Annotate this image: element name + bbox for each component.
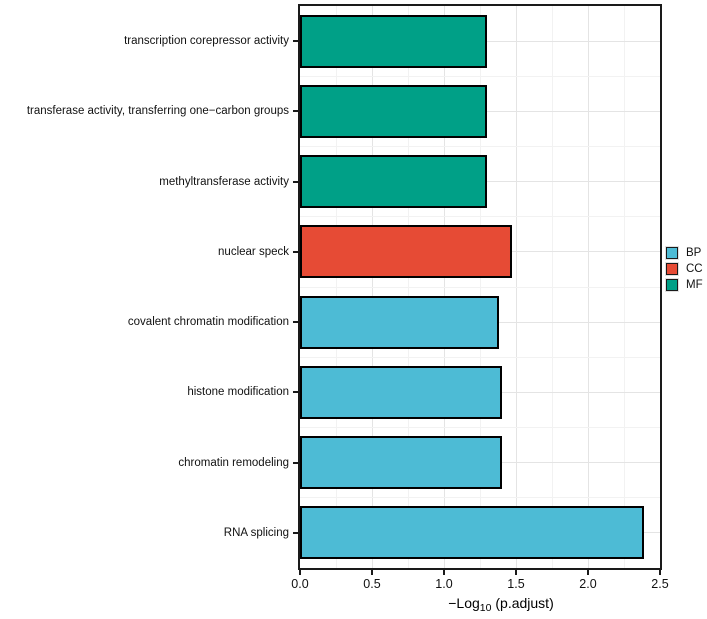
bar-methyltransferase-activity [300, 155, 488, 209]
bar-covalent-chromatin-modification [300, 295, 499, 349]
legend: BP CC MF [666, 245, 703, 293]
legend-key-cc [666, 263, 678, 275]
x-axis-tick [299, 570, 301, 575]
x-axis-tick-label: 0.5 [363, 577, 381, 591]
x-axis-tick-label: 2.5 [651, 577, 669, 591]
legend-key-mf [666, 279, 678, 291]
x-axis-title-suffix: (p.adjust) [491, 595, 554, 611]
gridline-horizontal-minor [300, 356, 660, 358]
x-axis-tick [587, 570, 589, 575]
gridline-horizontal-minor [300, 497, 660, 499]
legend-item-mf: MF [666, 277, 703, 293]
x-axis-tick-label: 1.5 [507, 577, 525, 591]
x-axis-tick-label: 0.0 [291, 577, 309, 591]
x-axis-tick [443, 570, 445, 575]
bar-transcription-corepressor-activity [300, 14, 488, 68]
y-axis-tick [293, 250, 299, 253]
y-axis-tick [293, 321, 299, 324]
y-axis-tick [293, 40, 299, 43]
x-axis-tick-label: 1.0 [435, 577, 453, 591]
gridline-horizontal-minor [300, 427, 660, 428]
y-axis-label: transferase activity, transferring one−c… [26, 105, 289, 118]
bar-histone-modification [300, 365, 502, 419]
bar-nuclear-speck [300, 225, 512, 279]
y-axis-label: chromatin remodeling [178, 456, 289, 469]
y-axis-tick [293, 531, 299, 534]
x-axis-title-text: −Log [448, 595, 480, 611]
y-axis-label: transcription corepressor activity [124, 35, 289, 48]
y-axis-tick [293, 180, 299, 183]
y-axis-label: covalent chromatin modification [127, 316, 289, 329]
legend-label-mf: MF [686, 279, 703, 291]
y-axis-label: nuclear speck [218, 245, 289, 258]
gridline-horizontal-minor [300, 75, 660, 77]
x-axis-tick [659, 570, 661, 575]
legend-item-bp: BP [666, 245, 703, 261]
y-axis-label: RNA splicing [223, 526, 289, 539]
bar-transferase-activity-transferring-one-carbon-groups [300, 84, 488, 138]
y-axis-tick [293, 110, 299, 113]
gridline-horizontal-minor [300, 216, 660, 218]
y-axis-tick [293, 461, 299, 464]
gridline-horizontal-minor [300, 146, 660, 147]
bar-chromatin-remodeling [300, 436, 502, 490]
y-axis-label: histone modification [187, 386, 289, 399]
x-axis-title-subscript: 10 [479, 602, 492, 614]
x-axis-tick [515, 570, 517, 575]
x-axis-tick-label: 2.0 [579, 577, 597, 591]
legend-label-cc: CC [686, 263, 703, 275]
gridline-horizontal-minor [300, 286, 660, 288]
legend-label-bp: BP [686, 247, 702, 259]
plot-panel [298, 4, 662, 570]
y-axis-label: methyltransferase activity [159, 175, 289, 188]
x-axis-tick [371, 570, 373, 575]
y-axis-tick [293, 391, 299, 394]
legend-item-cc: CC [666, 261, 703, 277]
x-axis-title: −Log10 (p.adjust) [341, 595, 661, 614]
legend-key-bp [666, 247, 678, 259]
bar-rna-splicing [300, 506, 645, 560]
